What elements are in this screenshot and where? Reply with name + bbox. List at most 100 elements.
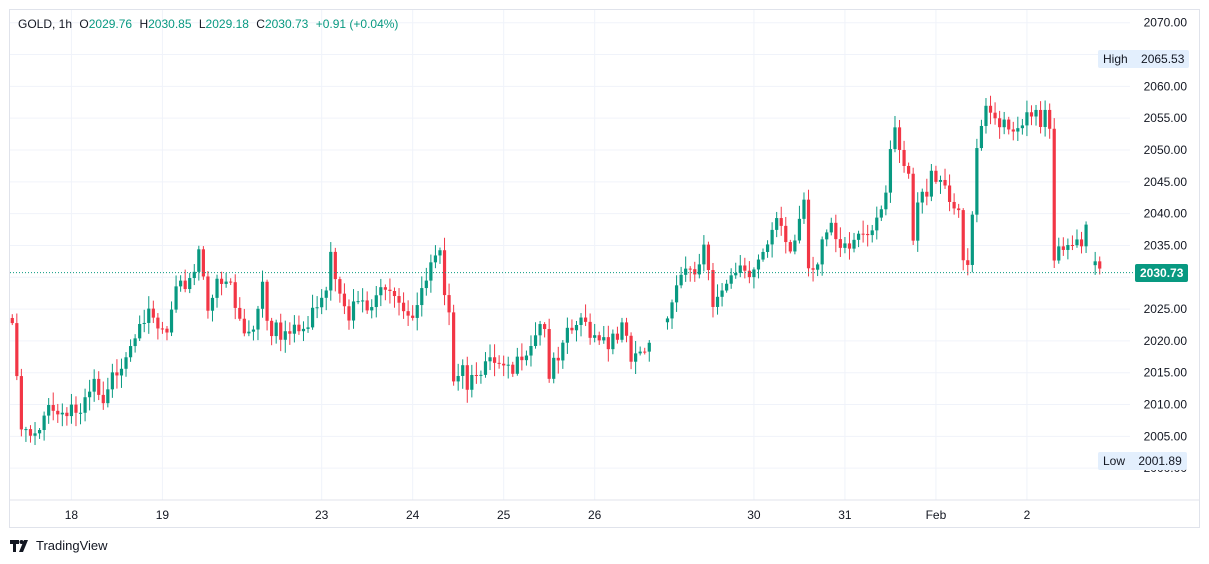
candle-body-down xyxy=(115,372,119,376)
low-marker: Low 2001.89 xyxy=(1098,452,1187,470)
y-tick-label: 2045.00 xyxy=(1144,175,1188,189)
candle-body-up xyxy=(224,281,228,284)
x-tick-label: 19 xyxy=(156,508,170,522)
x-tick-label: 31 xyxy=(838,508,852,522)
candle-body-up xyxy=(1016,128,1020,132)
candle-body-up xyxy=(970,214,974,265)
candle-body-down xyxy=(411,315,415,318)
candle-body-up xyxy=(128,346,133,358)
candle-body-down xyxy=(65,412,69,417)
candle-body-up xyxy=(133,338,137,347)
low-marker-label: Low xyxy=(1103,454,1126,468)
candle-body-up xyxy=(106,389,110,404)
candle-body-up xyxy=(802,199,806,219)
candle-body-up xyxy=(215,278,219,298)
candle-body-up xyxy=(979,125,984,149)
candle-body-up xyxy=(620,322,624,340)
symbol-label[interactable]: GOLD, 1h xyxy=(18,17,73,31)
candle-body-down xyxy=(1098,261,1102,269)
candle-body-down xyxy=(624,322,629,336)
candle-body-up xyxy=(684,268,688,275)
candle-body-up xyxy=(611,333,615,350)
candle-body-up xyxy=(533,335,538,347)
candle-body-down xyxy=(1048,109,1052,129)
x-tick-label: 26 xyxy=(588,508,602,522)
candle-body-down xyxy=(511,364,515,374)
candle-body-up xyxy=(820,239,824,265)
candle-body-down xyxy=(474,375,478,377)
candle-body-up xyxy=(169,309,174,333)
candle-body-down xyxy=(597,335,601,341)
candle-body-up xyxy=(852,239,856,249)
candle-body-down xyxy=(151,308,155,318)
candle-body-down xyxy=(265,281,269,321)
candle-body-up xyxy=(470,375,474,390)
candle-body-down xyxy=(242,318,246,334)
candle-body-up xyxy=(1043,109,1047,127)
candle-body-up xyxy=(738,265,742,273)
candle-body-up xyxy=(210,297,215,311)
symbol-legend: GOLD, 1h O2029.76 H2030.85 L2029.18 C203… xyxy=(18,17,402,31)
change-value: +0.91 (+0.04%) xyxy=(315,17,399,31)
candle-body-up xyxy=(793,240,797,252)
candle-body-up xyxy=(647,342,651,352)
candle-body-down xyxy=(1038,109,1043,127)
candle-body-up xyxy=(916,202,920,241)
candle-body-up xyxy=(110,372,114,390)
x-tick-label: 18 xyxy=(65,508,79,522)
low-key: L xyxy=(198,17,206,31)
candle-body-up xyxy=(138,323,142,339)
candle-body-down xyxy=(28,429,33,436)
candle-body-up xyxy=(729,275,733,284)
candle-body-up xyxy=(179,280,183,287)
candle-body-up xyxy=(33,433,37,436)
candle-body-down xyxy=(297,324,301,332)
candle-body-down xyxy=(383,287,387,290)
candle-body-up xyxy=(593,335,597,338)
candle-body-down xyxy=(788,242,792,252)
candle-body-up xyxy=(752,269,756,278)
high-value: 2030.85 xyxy=(148,17,192,31)
candle-body-down xyxy=(688,268,692,270)
candle-body-up xyxy=(42,415,46,430)
candle-body-up xyxy=(984,105,988,126)
candle-body-down xyxy=(966,260,970,265)
candle-body-up xyxy=(356,301,360,303)
candle-body-up xyxy=(247,331,251,334)
candle-body-down xyxy=(406,311,410,316)
candle-body-down xyxy=(1007,119,1011,130)
candle-body-down xyxy=(452,312,456,382)
candle-body-up xyxy=(1093,261,1097,266)
candle-body-down xyxy=(943,179,947,186)
candle-body-down xyxy=(347,306,351,321)
candle-body-down xyxy=(543,324,547,330)
candle-body-up xyxy=(1066,245,1070,250)
candle-body-up xyxy=(69,404,74,417)
candle-body-down xyxy=(998,118,1002,128)
brand-label: TradingView xyxy=(36,538,108,553)
candle-body-up xyxy=(188,278,192,290)
candle-body-down xyxy=(706,244,711,271)
candle-body-up xyxy=(274,322,278,337)
candle-body-up xyxy=(1075,239,1079,246)
candle-body-down xyxy=(902,149,906,166)
candle-body-down xyxy=(365,300,369,311)
candle-body-down xyxy=(907,165,911,174)
candle-body-up xyxy=(552,357,556,379)
candle-body-up xyxy=(765,244,770,252)
candle-body-down xyxy=(629,335,633,362)
candle-body-up xyxy=(579,317,583,325)
tradingview-logo[interactable]: TradingView xyxy=(10,538,108,553)
candle-body-up xyxy=(310,307,315,328)
candle-body-down xyxy=(897,127,902,150)
candle-body-up xyxy=(638,351,642,354)
candle-body-up xyxy=(761,251,765,260)
candle-body-up xyxy=(47,405,51,416)
candle-body-down xyxy=(1052,128,1056,261)
last-price-label: 2030.73 xyxy=(1135,263,1189,282)
y-tick-label: 2020.00 xyxy=(1144,334,1188,348)
x-tick-label: 24 xyxy=(406,508,420,522)
candle-body-down xyxy=(961,210,965,261)
y-tick-label: 2070.00 xyxy=(1144,16,1188,30)
